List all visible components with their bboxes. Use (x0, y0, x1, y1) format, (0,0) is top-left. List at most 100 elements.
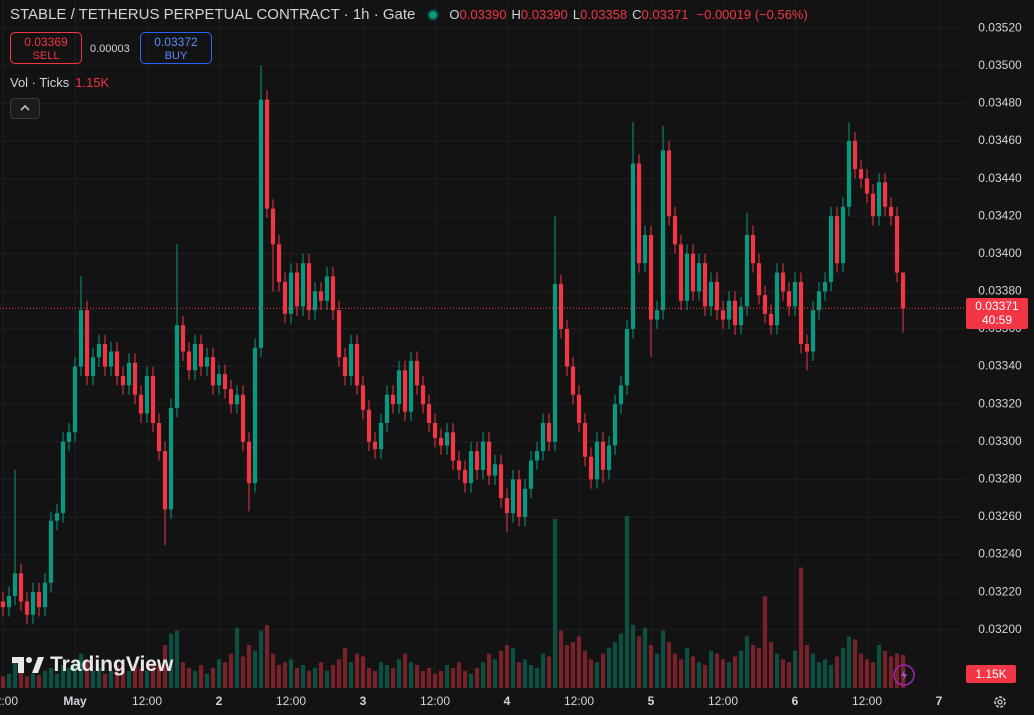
volume-bar (444, 665, 450, 688)
y-tick-label: 0.03380 (978, 284, 1022, 298)
volume-bar (516, 662, 522, 688)
candle-body (162, 451, 168, 510)
volume-bar (60, 665, 66, 688)
volume-bar (348, 662, 354, 688)
volume-bar (660, 630, 666, 688)
candle-body (18, 573, 24, 602)
candle-body (696, 263, 702, 292)
candle-body (144, 375, 150, 414)
brand-logo[interactable]: TradingView (12, 653, 173, 677)
buy-label: BUY (164, 50, 188, 62)
y-tick-label: 0.03340 (978, 359, 1022, 373)
sell-label: SELL (32, 50, 60, 62)
candle-body (138, 394, 144, 414)
candle-body (54, 513, 60, 521)
volume-value-box: 1.15K (966, 665, 1016, 683)
candle-body (192, 344, 198, 371)
candle-body (288, 272, 294, 314)
candle-body (726, 300, 732, 320)
candle-body (642, 234, 648, 264)
volume-bar (864, 659, 870, 688)
candle-body (666, 150, 672, 217)
indicator-legend[interactable]: Vol · Ticks 1.15K (10, 75, 109, 90)
volume-bar (66, 667, 72, 688)
volume-bar (900, 655, 906, 688)
ohlc-letter: O (449, 7, 460, 22)
candle-body (606, 445, 612, 470)
volume-bar (366, 667, 372, 688)
alert-icon[interactable] (892, 663, 916, 687)
volume-bar (510, 647, 516, 688)
ohlc-values: O0.03390 H0.03390 L0.03358 C0.03371 (449, 7, 688, 22)
volume-bar (138, 667, 144, 688)
candle-body (312, 291, 318, 311)
volume-bar (732, 656, 738, 688)
volume-bar (648, 645, 654, 688)
volume-bar (894, 653, 900, 688)
volume-bar (192, 670, 198, 688)
candle-body (648, 234, 654, 320)
x-tick-label: 12:00 (0, 694, 18, 708)
volume-bar (888, 656, 894, 688)
spread: 0.00003 (90, 43, 130, 55)
volume-bar (24, 676, 30, 688)
candle-body (222, 374, 228, 390)
candle-body (858, 169, 864, 179)
candle-body (612, 404, 618, 446)
candle-body (594, 441, 600, 480)
candle-body (6, 595, 12, 608)
buy-price: 0.03372 (154, 35, 198, 49)
candle-body (438, 437, 444, 446)
settings-icon[interactable] (991, 693, 1009, 711)
volume-bar (744, 636, 750, 688)
volume-bar (816, 662, 822, 688)
volume-bar (318, 662, 324, 688)
x-tick-label: 12:00 (132, 694, 162, 708)
volume-bar (174, 630, 180, 688)
volume-bar (438, 670, 444, 688)
candle-body (402, 370, 408, 412)
candle-body (234, 394, 240, 405)
y-tick-label: 0.03300 (978, 434, 1022, 448)
ohlc-letter: H (511, 7, 521, 22)
candle-body (600, 441, 606, 470)
volume-bar (402, 653, 408, 688)
candle-body (108, 351, 114, 367)
collapse-button[interactable] (10, 98, 40, 119)
volume-bar (396, 659, 402, 688)
volume-bar (570, 642, 576, 688)
volume-bar (54, 673, 60, 688)
symbol-title[interactable]: STABLE / TETHERUS PERPETUAL CONTRACT · 1… (10, 6, 416, 23)
candle-body (756, 263, 762, 296)
volume-bar (498, 650, 504, 688)
volume-bar (870, 662, 876, 688)
volume-bar (258, 630, 264, 688)
candle-body (654, 310, 660, 320)
candle-body (342, 357, 348, 376)
volume-bar (690, 656, 696, 688)
candle-body (252, 347, 258, 484)
volume-bar (486, 653, 492, 688)
sell-button[interactable]: 0.03369 SELL (10, 32, 82, 64)
volume-bar (456, 662, 462, 688)
volume-bar (474, 667, 480, 688)
volume-bar (876, 645, 882, 688)
candle-body (456, 460, 462, 470)
volume-bar (558, 630, 564, 688)
x-tick-label: 12:00 (708, 694, 738, 708)
y-tick-label: 0.03220 (978, 584, 1022, 598)
candle-body (720, 310, 726, 320)
candle-body (504, 498, 510, 514)
y-tick-label: 0.03240 (978, 547, 1022, 561)
volume-bar (342, 647, 348, 688)
buy-button[interactable]: 0.03372 BUY (140, 32, 212, 64)
volume-bar (708, 650, 714, 688)
volume-bar (312, 667, 318, 688)
volume-bar (582, 650, 588, 688)
candle-body (264, 99, 270, 209)
candle-body (120, 375, 126, 386)
candle-body (810, 310, 816, 352)
volume-bar (780, 659, 786, 688)
countdown: 40:59 (981, 313, 1013, 328)
volume-bar (300, 665, 306, 688)
